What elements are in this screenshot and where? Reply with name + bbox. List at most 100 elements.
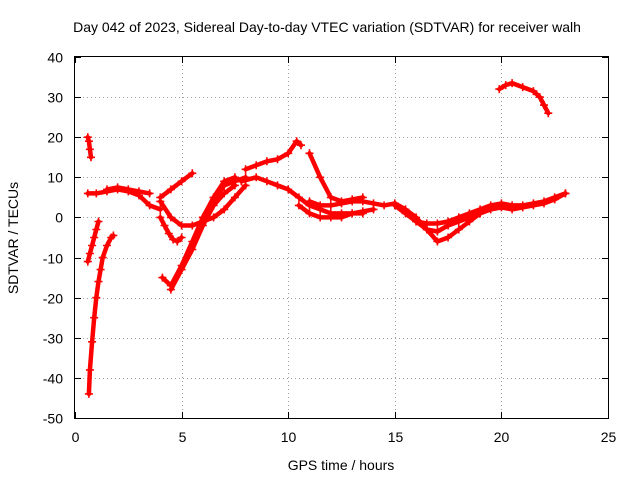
series-arc-14 (294, 201, 378, 222)
data-point (486, 201, 495, 210)
data-point (390, 201, 399, 210)
data-point (85, 365, 94, 374)
data-point (401, 209, 410, 218)
data-point (529, 87, 538, 96)
data-point (145, 189, 154, 198)
y-tick-label: -10 (43, 251, 63, 267)
series-arc-11 (198, 173, 250, 222)
data-point (316, 213, 325, 222)
data-point (476, 205, 485, 214)
data-point (316, 173, 325, 182)
x-tick-label: 0 (72, 429, 80, 445)
data-point (544, 109, 553, 118)
data-point (294, 193, 303, 202)
data-point (237, 177, 246, 186)
data-point (88, 337, 97, 346)
data-point (230, 193, 239, 202)
data-point (535, 93, 544, 102)
data-point (305, 197, 314, 206)
data-point (273, 155, 282, 164)
axis-ticks: 0 5 10 15 20 25 -50 -40 -30 -20 -10 0 10 20 30 40 (43, 50, 617, 446)
data-point (348, 197, 357, 206)
data-point (92, 293, 101, 302)
x-tick-label: 5 (179, 429, 187, 445)
data-point (220, 205, 229, 214)
data-point (252, 173, 261, 182)
data-point (156, 213, 165, 222)
data-point (518, 201, 527, 210)
series-arc-12 (241, 137, 305, 174)
series-arc-8 (156, 213, 186, 246)
data-point (465, 209, 474, 218)
data-point (433, 237, 442, 246)
data-point (326, 213, 335, 222)
data-point (83, 189, 92, 198)
series-arc-10 (166, 181, 239, 294)
data-point (158, 273, 167, 282)
data-point (262, 177, 271, 186)
data-point (501, 81, 510, 90)
data-point (358, 207, 367, 216)
data-point (94, 277, 103, 286)
data-point (348, 209, 357, 218)
data-point (98, 253, 107, 262)
data-point (412, 217, 421, 226)
data-point (113, 183, 122, 192)
x-tick-label: 25 (601, 429, 617, 445)
data-point (160, 221, 169, 230)
data-point (337, 213, 346, 222)
data-point (83, 133, 92, 142)
data-point (252, 161, 261, 170)
data-point (177, 221, 186, 230)
data-point (262, 157, 271, 166)
plot-frame (74, 56, 609, 419)
data-point (188, 221, 197, 230)
data-point (166, 213, 175, 222)
data-point (305, 209, 314, 218)
series-line (158, 171, 195, 200)
data-point (241, 181, 250, 190)
y-axis-title: SDTVAR / TECUs (5, 182, 21, 294)
data-point (422, 219, 431, 228)
data-point (529, 199, 538, 208)
series-arc-18 (412, 189, 570, 228)
series-arc-2 (83, 133, 95, 162)
data-point (166, 185, 175, 194)
data-point (188, 245, 197, 254)
data-point (540, 101, 548, 110)
data-point (87, 153, 95, 162)
data-point (85, 249, 94, 258)
data-point (497, 199, 506, 208)
y-tick-label: 0 (55, 210, 63, 226)
chart-title: Day 042 of 2023, Sidereal Day-to-day VTE… (73, 19, 581, 35)
y-tick-label: 40 (47, 50, 63, 66)
data-point (294, 201, 303, 210)
data-point (85, 145, 94, 154)
data-point (518, 83, 527, 92)
data-point (380, 201, 389, 210)
series-arc-3 (84, 231, 118, 398)
data-point (84, 137, 93, 146)
data-point (94, 217, 103, 226)
grid (75, 57, 608, 418)
series-arc-5 (103, 183, 154, 198)
data-point (209, 197, 218, 206)
data-point (316, 201, 325, 210)
series-arc-15 (305, 149, 367, 206)
y-tick-label: -30 (43, 331, 63, 347)
data-point (326, 201, 335, 210)
data-point (90, 313, 99, 322)
data-series (83, 79, 570, 398)
data-point (358, 197, 367, 206)
data-point (454, 225, 463, 234)
data-point (166, 285, 175, 294)
data-point (550, 193, 559, 202)
data-point (90, 233, 99, 242)
y-tick-label: 30 (47, 90, 63, 106)
data-point (83, 257, 92, 266)
data-point (454, 213, 463, 222)
data-point (540, 197, 548, 206)
data-point (188, 169, 197, 178)
